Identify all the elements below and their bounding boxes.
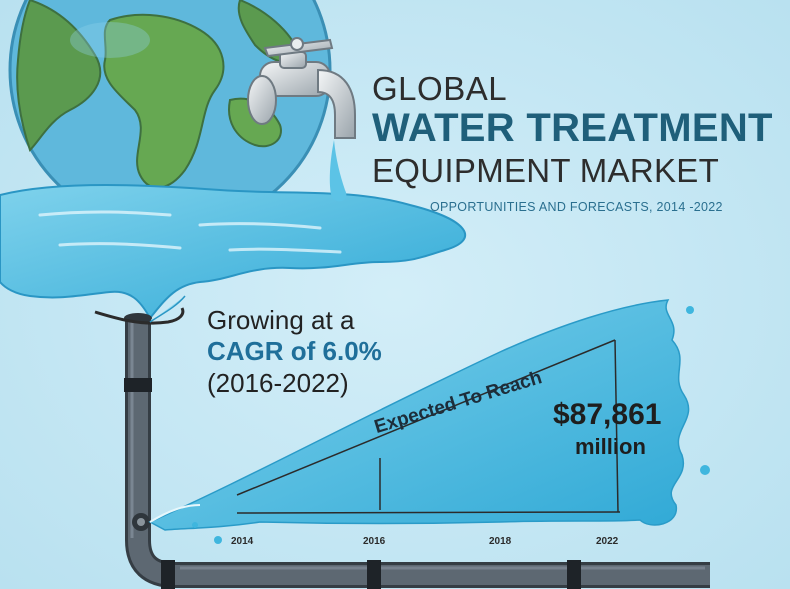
growth-line-intro: Growing at a [207,305,355,335]
title-line-equipment-market: EQUIPMENT MARKET [372,152,720,189]
title-line-water-treatment: WATER TREATMENT [372,106,773,150]
year-label-2016: 2016 [363,536,386,547]
year-label-2018: 2018 [489,536,512,547]
pipe-icon [94,295,710,589]
growth-line-cagr: CAGR of 6.0% [207,336,382,366]
forecast-water-spray [148,299,710,544]
water-puddle-icon [0,140,467,320]
growth-line-period: (2016-2022) [207,368,349,398]
faucet-icon [247,37,356,139]
year-label-2014: 2014 [231,536,254,547]
forecast-unit: million [575,434,646,459]
year-label-2022: 2022 [596,536,619,547]
forecast-amount: $87,861 [553,398,662,431]
subtitle: OPPORTUNITIES AND FORECASTS, 2014 -2022 [430,200,723,214]
title-line-global: GLOBAL [372,70,508,107]
